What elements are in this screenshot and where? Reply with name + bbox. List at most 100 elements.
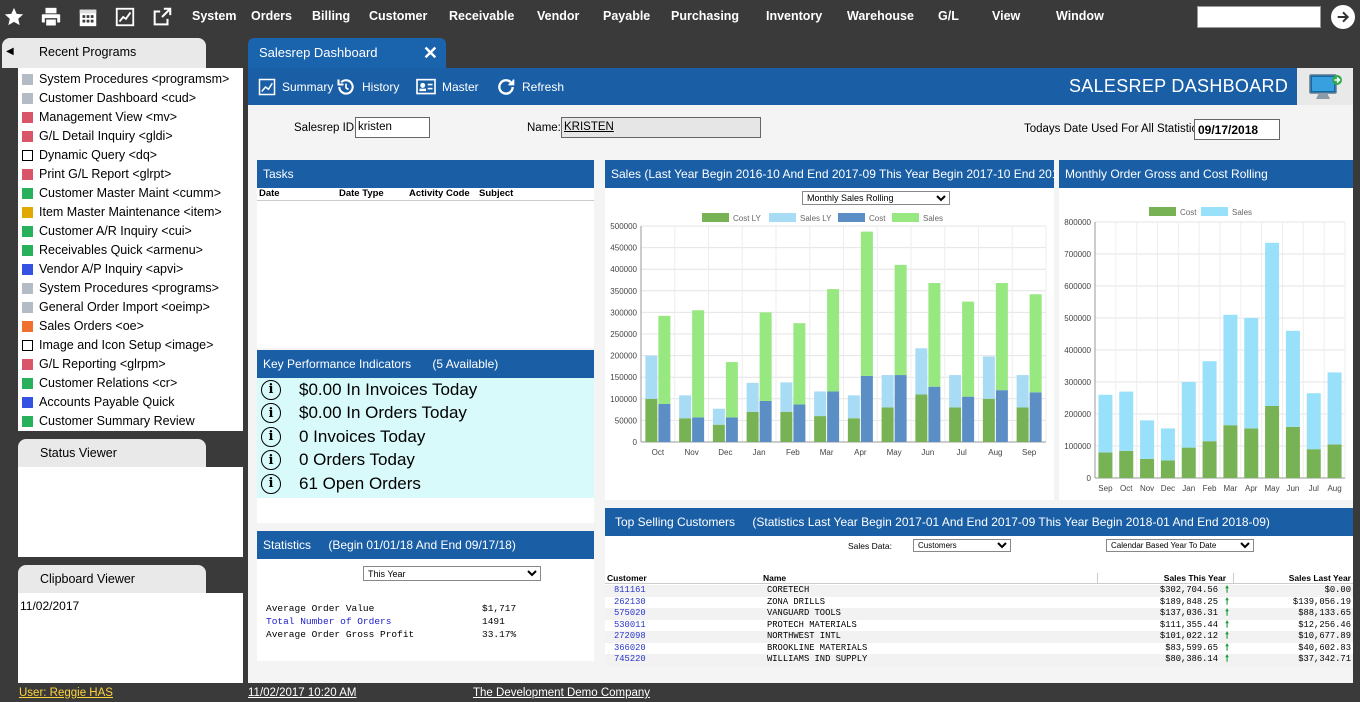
recent-program-item[interactable]: Print G/L Report <glrpt> [18, 165, 243, 184]
legend-swatch[interactable] [892, 213, 919, 222]
recent-program-item[interactable]: Customer Master Maint <cumm> [18, 184, 243, 203]
close-icon[interactable]: ✕ [422, 43, 438, 63]
bar-cost-ly[interactable] [949, 407, 962, 442]
bar-sales-ly[interactable] [746, 382, 759, 412]
bar-cost[interactable] [1285, 426, 1300, 478]
bar-sales-ly[interactable] [982, 356, 995, 399]
info-icon[interactable]: i [261, 379, 281, 400]
recent-program-item[interactable]: System Procedures <programs> [18, 279, 243, 298]
col-customer[interactable]: Customer [607, 573, 647, 583]
menu-purchasing[interactable]: Purchasing [671, 9, 740, 23]
menu-customer[interactable]: Customer [369, 9, 428, 23]
bar-sales[interactable] [1029, 294, 1042, 393]
global-search-input[interactable] [1197, 6, 1321, 28]
recent-program-item[interactable]: Customer Relations <cr> [18, 374, 243, 393]
tasks-col-date[interactable]: Date [259, 188, 280, 199]
bar-cost[interactable] [1098, 452, 1113, 478]
recent-program-item[interactable]: Customer A/R Inquiry <cui> [18, 222, 243, 241]
menu-window[interactable]: Window [1056, 9, 1104, 23]
collapse-arrow-icon[interactable]: ◀ [6, 46, 14, 57]
recent-program-item[interactable]: Item Master Maintenance <item> [18, 203, 243, 222]
bar-cost[interactable] [928, 386, 941, 442]
info-icon[interactable]: i [261, 450, 281, 471]
bar-sales-ly[interactable] [847, 395, 860, 419]
customer-id-link[interactable]: 262130 [614, 596, 646, 607]
company-link[interactable]: The Development Demo Company [473, 687, 651, 699]
bar-cost[interactable] [1119, 450, 1134, 478]
table-row[interactable]: 575020 VANGUARD TOOLS $137,036.31 🠕 $88,133.… [605, 608, 1353, 620]
bar-sales[interactable] [827, 289, 840, 392]
customer-id-link[interactable]: 575020 [614, 608, 646, 618]
menu-warehouse[interactable]: Warehouse [847, 9, 914, 23]
open-external-icon[interactable] [150, 5, 174, 29]
legend-swatch[interactable] [838, 213, 865, 222]
col-sales-last-year[interactable]: Sales Last Year [1288, 573, 1351, 583]
customer-id-link[interactable]: 366020 [614, 642, 646, 653]
bar-sales-ly[interactable] [712, 408, 725, 425]
recent-program-item[interactable]: Vendor A/P Inquiry <apvi> [18, 260, 243, 279]
master-button[interactable]: Master [416, 68, 479, 105]
legend-swatch[interactable] [702, 213, 729, 222]
table-row[interactable]: 530011 PROTECH MATERIALS $111,355.44 🠕 $12,2… [605, 619, 1353, 631]
bar-cost-ly[interactable] [915, 394, 928, 442]
table-row[interactable]: 366020 BROOKLINE MATERIALS $83,599.65 🠕 $40,… [605, 642, 1353, 654]
user-link[interactable]: User: Reggie HAS [19, 687, 113, 699]
bar-sales-ly[interactable] [949, 375, 962, 408]
table-row[interactable]: 811161 CORETECH $302,704.56 🠕 $0.00 [605, 585, 1353, 597]
summary-button[interactable]: Summary [258, 68, 333, 105]
sales-chart-select[interactable]: Monthly Sales Rolling [802, 191, 950, 205]
bar-sales[interactable] [1327, 372, 1342, 445]
menu-vendor[interactable]: Vendor [537, 9, 580, 23]
recent-program-item[interactable]: System Procedures <programsm> [18, 70, 243, 89]
recent-program-item[interactable]: G/L Reporting <glrpm> [18, 355, 243, 374]
bar-cost[interactable] [1140, 458, 1155, 478]
customer-id-link[interactable]: 811161 [614, 585, 646, 595]
recent-program-item[interactable]: Accounts Payable Quick [18, 393, 243, 412]
bar-cost[interactable] [1244, 428, 1259, 478]
bar-cost[interactable] [725, 417, 738, 442]
clipboard-viewer-tab[interactable]: Clipboard Viewer [18, 565, 206, 593]
bar-cost[interactable] [1223, 425, 1238, 478]
bar-cost-ly[interactable] [712, 424, 725, 442]
bar-cost[interactable] [1160, 460, 1175, 478]
bar-sales-ly[interactable] [645, 355, 658, 399]
bar-cost[interactable] [860, 375, 873, 442]
table-row[interactable]: 272098 NORTHWEST INTL $101,022.12 🠕 $10,677.… [605, 631, 1353, 643]
stats-date-input[interactable]: 09/17/2018 [1194, 119, 1280, 140]
bar-cost-ly[interactable] [1016, 407, 1029, 442]
tab-salesrep-dashboard[interactable]: Salesrep Dashboard ✕ [248, 38, 446, 68]
kpi-item[interactable]: i $0.00 In Orders Today [257, 402, 594, 426]
statistics-period-select[interactable]: This Year [363, 566, 541, 581]
table-row[interactable]: 745220 WILLIAMS IND SUPPLY $80,386.14 🠕 $37,… [605, 654, 1353, 666]
bar-cost[interactable] [1029, 392, 1042, 442]
bar-sales[interactable] [928, 283, 941, 387]
bar-cost[interactable] [827, 391, 840, 442]
bar-sales[interactable] [1160, 428, 1175, 461]
refresh-button[interactable]: Refresh [496, 68, 564, 105]
customer-id-link[interactable]: 745220 [614, 654, 646, 664]
bar-cost[interactable] [1306, 449, 1321, 478]
menu-billing[interactable]: Billing [312, 9, 351, 23]
recent-programs-tab[interactable]: ◀ Recent Programs [2, 38, 206, 68]
salesrep-id-input[interactable]: kristen [355, 117, 430, 138]
year-basis-select[interactable]: Calendar Based Year To Date [1106, 539, 1254, 552]
customer-id-link[interactable]: 272098 [614, 631, 646, 641]
legend-swatch[interactable] [1149, 207, 1176, 216]
favorites-star-icon[interactable] [2, 5, 26, 29]
bar-sales-ly[interactable] [1016, 375, 1029, 408]
col-name[interactable]: Name [763, 573, 787, 583]
tasks-col-subject[interactable]: Subject [479, 188, 514, 199]
bar-sales-ly[interactable] [915, 348, 928, 395]
bar-sales[interactable] [1244, 318, 1259, 429]
bar-sales[interactable] [793, 323, 806, 405]
bar-cost[interactable] [793, 404, 806, 442]
bar-sales-ly[interactable] [814, 391, 827, 417]
chart-report-icon[interactable] [113, 5, 137, 29]
bar-cost[interactable] [658, 403, 671, 442]
bar-cost[interactable] [894, 375, 907, 442]
recent-program-item[interactable]: General Order Import <oeimp> [18, 298, 243, 317]
status-viewer-tab[interactable]: Status Viewer [18, 439, 206, 467]
bar-cost-ly[interactable] [679, 418, 692, 442]
info-icon[interactable]: i [261, 403, 281, 424]
kpi-item[interactable]: i 0 Invoices Today [257, 425, 594, 449]
